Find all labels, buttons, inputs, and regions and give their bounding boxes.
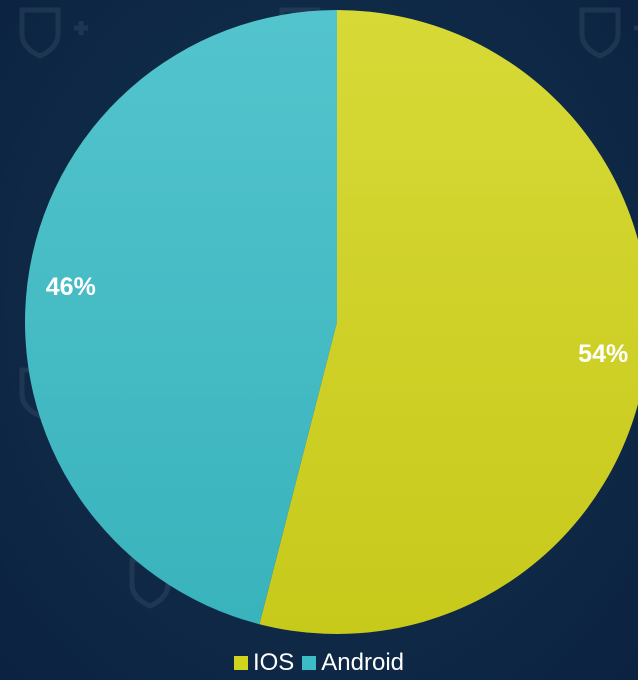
legend-swatch-ios	[233, 656, 248, 670]
chart-legend: IOS Android	[0, 649, 638, 677]
slice-label-android: 46%	[46, 273, 96, 301]
legend-entry-ios: IOS	[233, 649, 295, 677]
pie-slice-ios	[259, 10, 638, 634]
pie-chart: 54% 46%	[25, 10, 638, 634]
pie-slice-android	[25, 10, 338, 625]
watermark-shield-icon	[19, 7, 88, 59]
legend-label-ios: IOS	[252, 649, 295, 676]
legend-label-android: Android	[321, 649, 405, 676]
legend-entry-android: Android	[302, 649, 404, 677]
watermark-shield-icon	[579, 7, 638, 59]
legend-swatch-android	[302, 656, 317, 670]
slice-label-ios: 54%	[578, 340, 628, 368]
